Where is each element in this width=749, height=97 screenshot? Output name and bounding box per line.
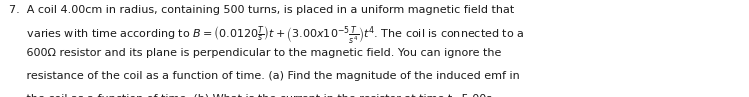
Text: 7.  A coil 4.00cm in radius, containing 500 turns, is placed in a uniform magnet: 7. A coil 4.00cm in radius, containing 5… <box>9 5 515 15</box>
Text: varies with time according to $B = \left(0.0120\frac{T}{s}\right)t+\left(3.00x10: varies with time according to $B = \left… <box>9 25 524 47</box>
Text: the coil as a function of time. (b) What is the current in the resistor at time : the coil as a function of time. (b) What… <box>9 93 496 97</box>
Text: resistance of the coil as a function of time. (a) Find the magnitude of the indu: resistance of the coil as a function of … <box>9 71 520 81</box>
Text: 600Ω resistor and its plane is perpendicular to the magnetic field. You can igno: 600Ω resistor and its plane is perpendic… <box>9 48 501 58</box>
